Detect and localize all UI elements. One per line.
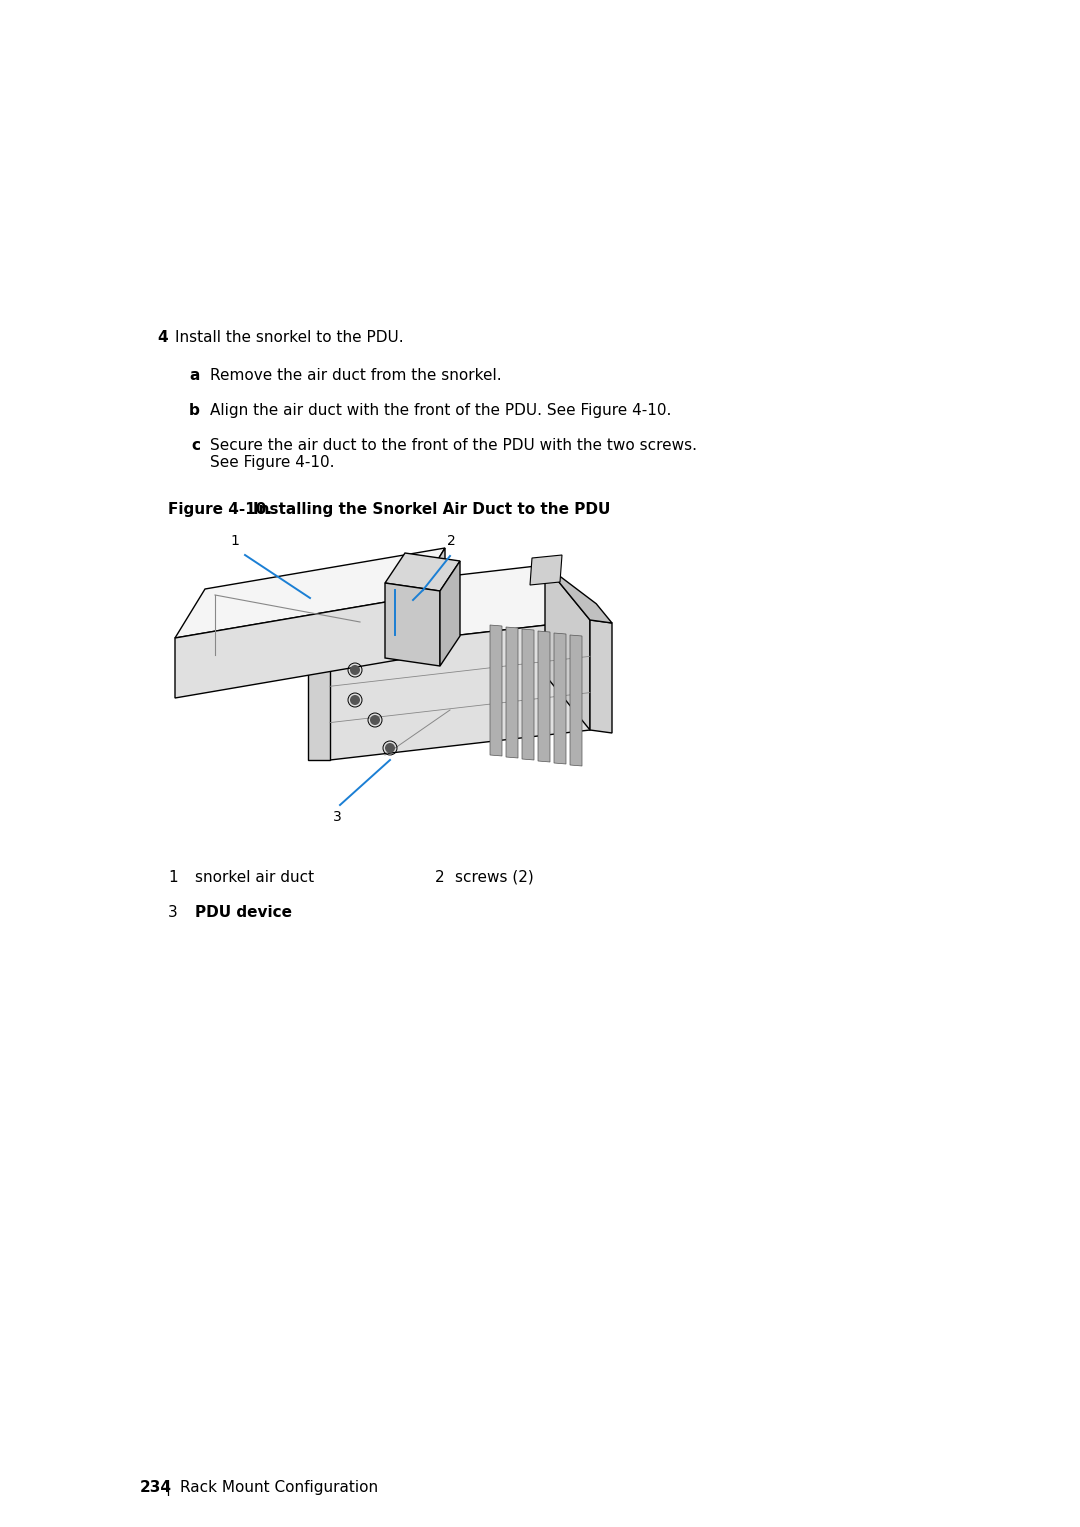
Polygon shape: [545, 565, 590, 730]
Text: b: b: [189, 403, 200, 418]
Polygon shape: [330, 620, 590, 760]
Polygon shape: [590, 620, 612, 733]
Polygon shape: [530, 554, 562, 585]
Text: Figure 4-10.: Figure 4-10.: [168, 502, 272, 518]
Text: 234: 234: [140, 1480, 172, 1495]
Polygon shape: [175, 597, 415, 698]
Text: 1: 1: [168, 870, 177, 886]
Text: 1: 1: [230, 534, 239, 548]
Text: Rack Mount Configuration: Rack Mount Configuration: [180, 1480, 378, 1495]
Text: Installing the Snorkel Air Duct to the PDU: Installing the Snorkel Air Duct to the P…: [253, 502, 610, 518]
Text: screws (2): screws (2): [455, 870, 534, 886]
Text: 2: 2: [435, 870, 445, 886]
Circle shape: [350, 664, 360, 675]
Text: a: a: [190, 368, 200, 383]
Text: Secure the air duct to the front of the PDU with the two screws.
See Figure 4-10: Secure the air duct to the front of the …: [210, 438, 697, 470]
Polygon shape: [522, 629, 534, 760]
Text: PDU device: PDU device: [195, 906, 292, 919]
Text: Install the snorkel to the PDU.: Install the snorkel to the PDU.: [175, 330, 404, 345]
Circle shape: [384, 744, 395, 753]
Text: Align the air duct with the front of the PDU. See Figure 4-10.: Align the air duct with the front of the…: [210, 403, 672, 418]
Polygon shape: [507, 628, 518, 757]
Polygon shape: [384, 553, 460, 591]
Text: 3: 3: [333, 809, 341, 825]
Text: 4: 4: [158, 330, 168, 345]
Polygon shape: [415, 548, 445, 657]
Text: 2: 2: [447, 534, 456, 548]
Text: Remove the air duct from the snorkel.: Remove the air duct from the snorkel.: [210, 368, 501, 383]
Polygon shape: [285, 565, 590, 651]
Polygon shape: [293, 631, 330, 651]
Text: 3: 3: [168, 906, 178, 919]
Polygon shape: [384, 583, 440, 666]
Polygon shape: [554, 634, 566, 764]
Text: c: c: [191, 438, 200, 454]
Polygon shape: [490, 625, 502, 756]
Polygon shape: [545, 565, 612, 623]
Polygon shape: [308, 651, 330, 760]
Polygon shape: [440, 560, 460, 666]
Polygon shape: [175, 548, 445, 638]
Polygon shape: [570, 635, 582, 767]
Text: snorkel air duct: snorkel air duct: [195, 870, 314, 886]
Polygon shape: [538, 631, 550, 762]
Circle shape: [370, 715, 380, 725]
Circle shape: [350, 695, 360, 705]
Text: |: |: [165, 1480, 171, 1496]
